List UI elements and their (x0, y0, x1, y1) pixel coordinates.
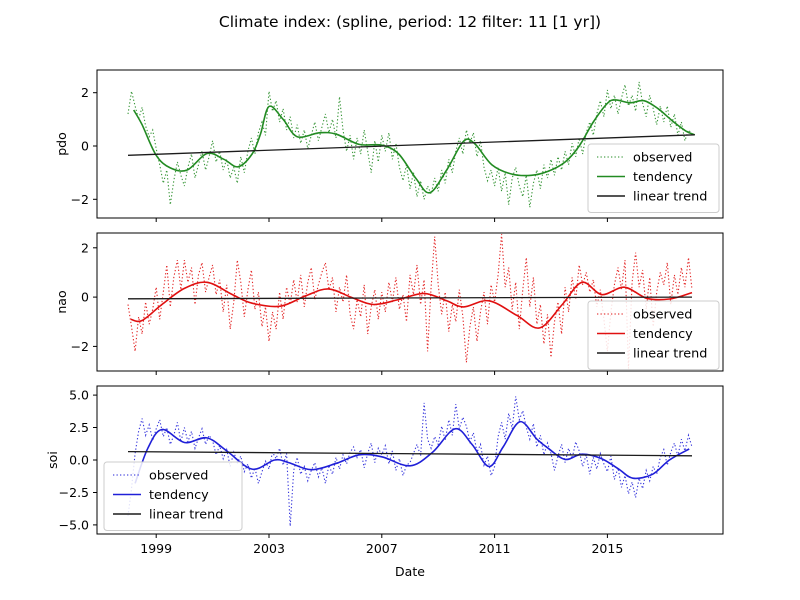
soi-y-tick-label: 2.5 (69, 420, 89, 435)
nao-x-axis (155, 371, 608, 375)
soi-legend-label-2: linear trend (149, 508, 223, 523)
soi-legend: observed tendency linear trend (103, 461, 243, 531)
nao-y-tick-label: −2 (71, 339, 89, 354)
pdo-tendency-line (133, 99, 696, 194)
soi-tendency-line (134, 420, 690, 484)
soi-ylabel: soi (45, 451, 60, 469)
pdo-legend-label-0: observed (633, 151, 692, 166)
pdo-legend-label-2: linear trend (633, 190, 707, 205)
subplot-soi: observed tendency linear trend 5.0 2.5 0.0 −2.… (45, 385, 724, 556)
pdo-y-axis: 2 0 −2 (71, 85, 97, 207)
soi-legend-label-1: tendency (149, 488, 209, 503)
pdo-x-axis (155, 218, 608, 222)
figure-title: Climate index: (spline, period: 12 filte… (219, 13, 601, 31)
x-axis-label: Date (395, 564, 425, 579)
nao-series-group (127, 234, 693, 369)
pdo-y-tick-label: 0 (81, 139, 89, 154)
soi-legend-label-0: observed (149, 469, 208, 484)
pdo-axes-border (96, 69, 724, 219)
nao-legend-label-1: tendency (633, 327, 693, 342)
x-tick-label: 2011 (479, 541, 511, 556)
nao-legend-label-2: linear trend (633, 347, 707, 362)
soi-y-tick-label: −2.5 (59, 485, 89, 500)
nao-legend-label-0: observed (633, 308, 692, 323)
soi-x-axis: 1999 2003 2007 2011 2015 (140, 534, 623, 556)
nao-linear-trend-line (127, 296, 693, 300)
x-tick-label: 1999 (140, 541, 172, 556)
subplot-nao: observed tendency linear trend 2 0 −2 nao (54, 232, 724, 375)
soi-y-tick-label: 5.0 (69, 388, 89, 403)
nao-observed-line (127, 234, 693, 369)
pdo-y-tick-label: −2 (71, 192, 89, 207)
nao-axes-border (96, 232, 724, 372)
x-tick-label: 2007 (366, 541, 398, 556)
soi-observed-line (127, 396, 693, 527)
nao-tendency-line (130, 281, 693, 329)
soi-y-tick-label: −5.0 (59, 517, 89, 532)
soi-y-axis: 5.0 2.5 0.0 −2.5 −5.0 (59, 388, 97, 532)
soi-series-group (127, 396, 693, 527)
soi-linear-trend-line (127, 450, 693, 457)
subplot-pdo: observed tendency linear trend 2 0 −2 pdo (54, 69, 724, 222)
pdo-legend: observed tendency linear trend (587, 143, 720, 213)
pdo-legend-label-1: tendency (633, 170, 693, 185)
soi-y-tick-label: 0.0 (69, 453, 89, 468)
pdo-ylabel: pdo (54, 132, 69, 156)
pdo-linear-trend-line (127, 134, 695, 156)
x-tick-label: 2003 (253, 541, 285, 556)
nao-ylabel: nao (54, 290, 69, 313)
nao-legend: observed tendency linear trend (587, 300, 720, 370)
pdo-series-group (127, 81, 696, 208)
nao-y-tick-label: 2 (81, 240, 89, 255)
pdo-observed-line (127, 81, 693, 208)
nao-y-tick-label: 0 (81, 290, 89, 305)
x-tick-label: 2015 (591, 541, 623, 556)
pdo-y-tick-label: 2 (81, 85, 89, 100)
nao-y-axis: 2 0 −2 (71, 240, 97, 354)
